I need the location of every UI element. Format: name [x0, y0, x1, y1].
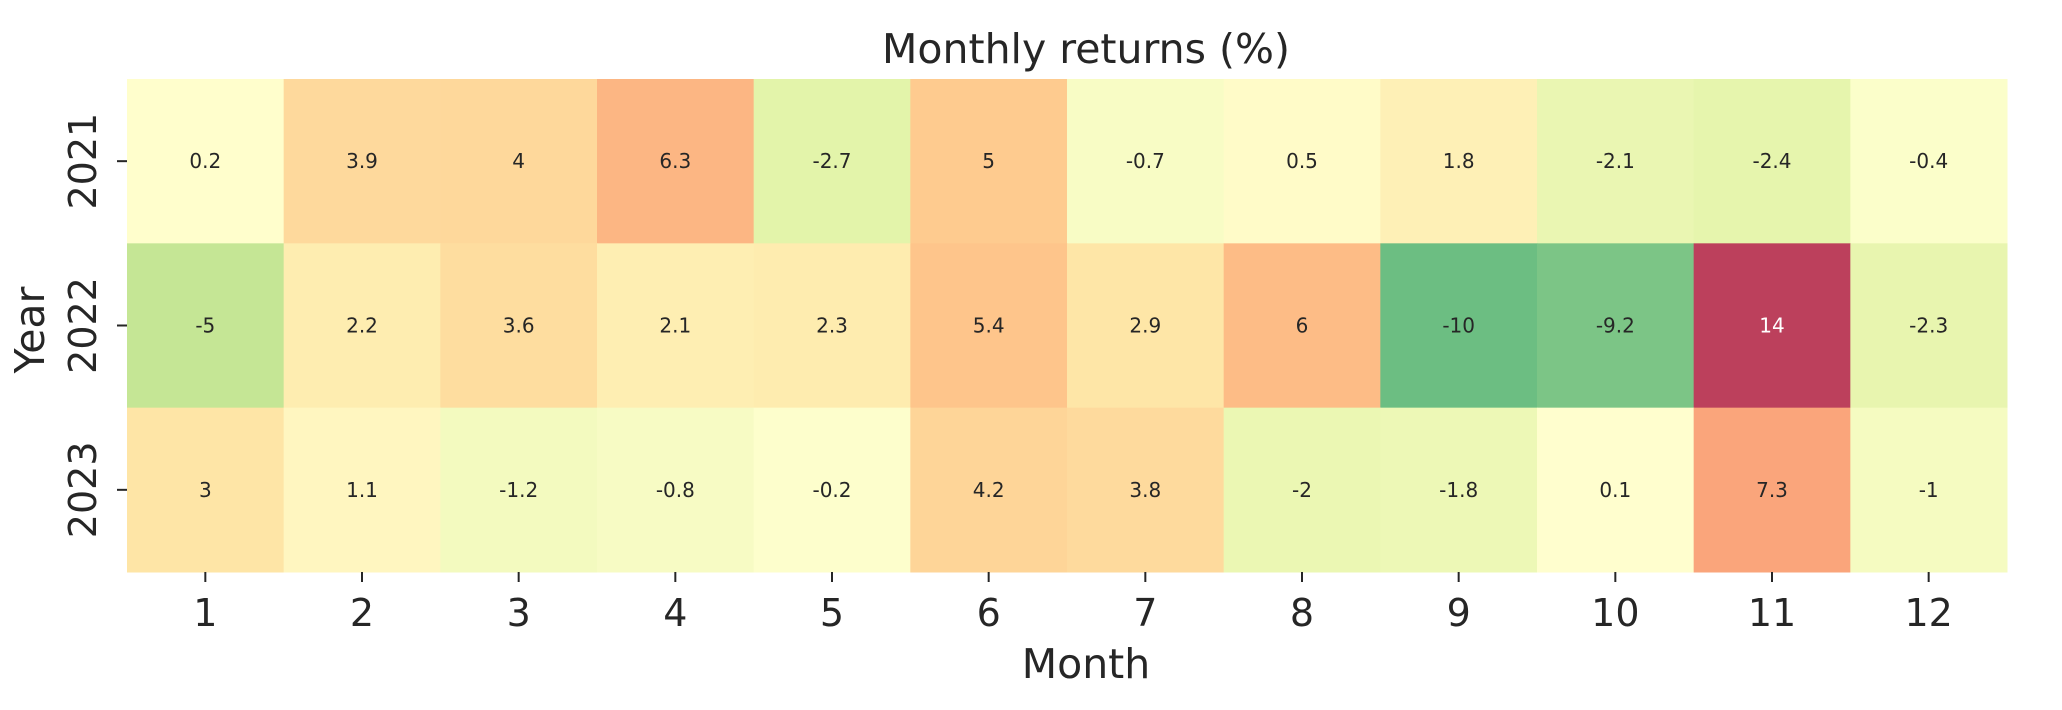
- heatmap-cell-2022-7: [1067, 243, 1225, 409]
- cell-value-2021-11: -2.4: [1752, 149, 1791, 173]
- heatmap-cell-2021-8: [1223, 79, 1381, 244]
- cell-value-2023-4: -0.8: [656, 478, 695, 502]
- heatmap-cell-2023-9: [1380, 407, 1538, 573]
- cell-value-2021-2: 3.9: [346, 149, 378, 173]
- cell-value-2023-3: -1.2: [499, 478, 538, 502]
- cell-value-2023-9: -1.8: [1439, 478, 1478, 502]
- x-tick-label-3: 3: [507, 591, 531, 635]
- chart-title: Monthly returns (%): [882, 25, 1290, 73]
- cell-value-2022-10: -9.2: [1596, 314, 1635, 338]
- heatmap-cell-2023-3: [440, 407, 598, 573]
- y-axis-label: Year: [6, 286, 54, 374]
- y-tick-label-2023: 2023: [61, 441, 105, 538]
- cell-value-2023-1: 3: [199, 478, 212, 502]
- heatmap-cell-2023-12: [1850, 407, 2008, 573]
- cell-value-2021-8: 0.5: [1286, 149, 1318, 173]
- heatmap-cell-2023-2: [283, 407, 441, 573]
- heatmap-cell-2023-8: [1223, 407, 1381, 573]
- cell-value-2022-2: 2.2: [346, 314, 378, 338]
- cell-value-2023-12: -1: [1919, 478, 1939, 502]
- heatmap-cell-2021-9: [1380, 79, 1538, 244]
- x-tick-label-9: 9: [1447, 591, 1471, 635]
- cell-value-2021-10: -2.1: [1596, 149, 1635, 173]
- heatmap-cell-labels: 0.2 3.9 4 6.3 -2.7 5 -0.7 0.5 1.8 -2.1 -2.4 -0.4 -5 2…: [189, 149, 1948, 502]
- x-axis-label: Month: [1022, 640, 1151, 688]
- heatmap-cell-2022-8: [1223, 243, 1381, 409]
- cell-value-2021-6: 5: [982, 149, 995, 173]
- x-tick-label-6: 6: [977, 591, 1001, 635]
- heatmap-cell-2022-4: [597, 243, 755, 409]
- cell-value-2021-1: 0.2: [189, 149, 221, 173]
- heatmap-cell-2022-11: [1693, 243, 1851, 409]
- heatmap-cell-2021-2: [283, 79, 441, 244]
- cell-value-2022-9: -10: [1442, 314, 1475, 338]
- heatmap-cell-2021-3: [440, 79, 598, 244]
- heatmap-cell-2021-10: [1537, 79, 1695, 244]
- heatmap-cell-2022-1: [127, 243, 285, 409]
- heatmap-cell-2023-6: [910, 407, 1068, 573]
- y-axis-ticks: 2021 2022 2023: [61, 113, 127, 538]
- x-tick-label-5: 5: [820, 591, 844, 635]
- heatmap-cell-2022-12: [1850, 243, 2008, 409]
- heatmap-cell-2021-7: [1067, 79, 1225, 244]
- cell-value-2021-12: -0.4: [1909, 149, 1948, 173]
- heatmap-cell-2022-3: [440, 243, 598, 409]
- cell-value-2022-7: 2.9: [1129, 314, 1161, 338]
- heatmap-cell-2023-5: [753, 407, 911, 573]
- x-tick-label-1: 1: [193, 591, 217, 635]
- cell-value-2022-12: -2.3: [1909, 314, 1948, 338]
- cell-value-2023-5: -0.2: [812, 478, 851, 502]
- heatmap-cell-2022-10: [1537, 243, 1695, 409]
- heatmap-cell-2022-5: [753, 243, 911, 409]
- cell-value-2022-11: 14: [1759, 314, 1784, 338]
- cell-value-2021-3: 4: [512, 149, 525, 173]
- cell-value-2023-2: 1.1: [346, 478, 378, 502]
- heatmap-cell-2022-9: [1380, 243, 1538, 409]
- heatmap-cell-2021-1: [127, 79, 285, 244]
- heatmap-cell-2023-1: [127, 407, 285, 573]
- cell-value-2023-6: 4.2: [973, 478, 1005, 502]
- x-tick-label-12: 12: [1904, 591, 1952, 635]
- cell-value-2022-3: 3.6: [503, 314, 535, 338]
- heatmap-cell-2021-11: [1693, 79, 1851, 244]
- heatmap-cell-2022-6: [910, 243, 1068, 409]
- cell-value-2022-1: -5: [195, 314, 215, 338]
- x-tick-label-4: 4: [663, 591, 687, 635]
- cell-value-2021-9: 1.8: [1443, 149, 1475, 173]
- heatmap-cells: [127, 79, 2008, 573]
- heatmap-cell-2021-6: [910, 79, 1068, 244]
- heatmap-cell-2023-10: [1537, 407, 1695, 573]
- heatmap-cell-2023-7: [1067, 407, 1225, 573]
- cell-value-2023-11: 7.3: [1756, 478, 1788, 502]
- x-tick-label-10: 10: [1591, 591, 1639, 635]
- cell-value-2023-7: 3.8: [1129, 478, 1161, 502]
- cell-value-2022-6: 5.4: [973, 314, 1005, 338]
- cell-value-2022-5: 2.3: [816, 314, 848, 338]
- cell-value-2023-8: -2: [1292, 478, 1312, 502]
- heatmap-cell-2022-2: [283, 243, 441, 409]
- x-tick-label-2: 2: [350, 591, 374, 635]
- y-tick-label-2021: 2021: [61, 113, 105, 210]
- cell-value-2021-7: -0.7: [1126, 149, 1165, 173]
- heatmap-cell-2021-12: [1850, 79, 2008, 244]
- cell-value-2023-10: 0.1: [1599, 478, 1631, 502]
- x-tick-label-8: 8: [1290, 591, 1314, 635]
- heatmap-cell-2021-5: [753, 79, 911, 244]
- heatmap-cell-2023-11: [1693, 407, 1851, 573]
- cell-value-2021-5: -2.7: [812, 149, 851, 173]
- y-tick-label-2022: 2022: [61, 277, 105, 374]
- heatmap-cell-2021-4: [597, 79, 755, 244]
- x-tick-label-7: 7: [1133, 591, 1157, 635]
- x-tick-label-11: 11: [1748, 591, 1796, 635]
- cell-value-2022-4: 2.1: [659, 314, 691, 338]
- x-axis-ticks: 1 2 3 4 5 6 7 8 9 10 11 12: [193, 572, 1953, 635]
- cell-value-2022-8: 6: [1296, 314, 1309, 338]
- cell-value-2021-4: 6.3: [659, 149, 691, 173]
- heatmap-cell-2023-4: [597, 407, 755, 573]
